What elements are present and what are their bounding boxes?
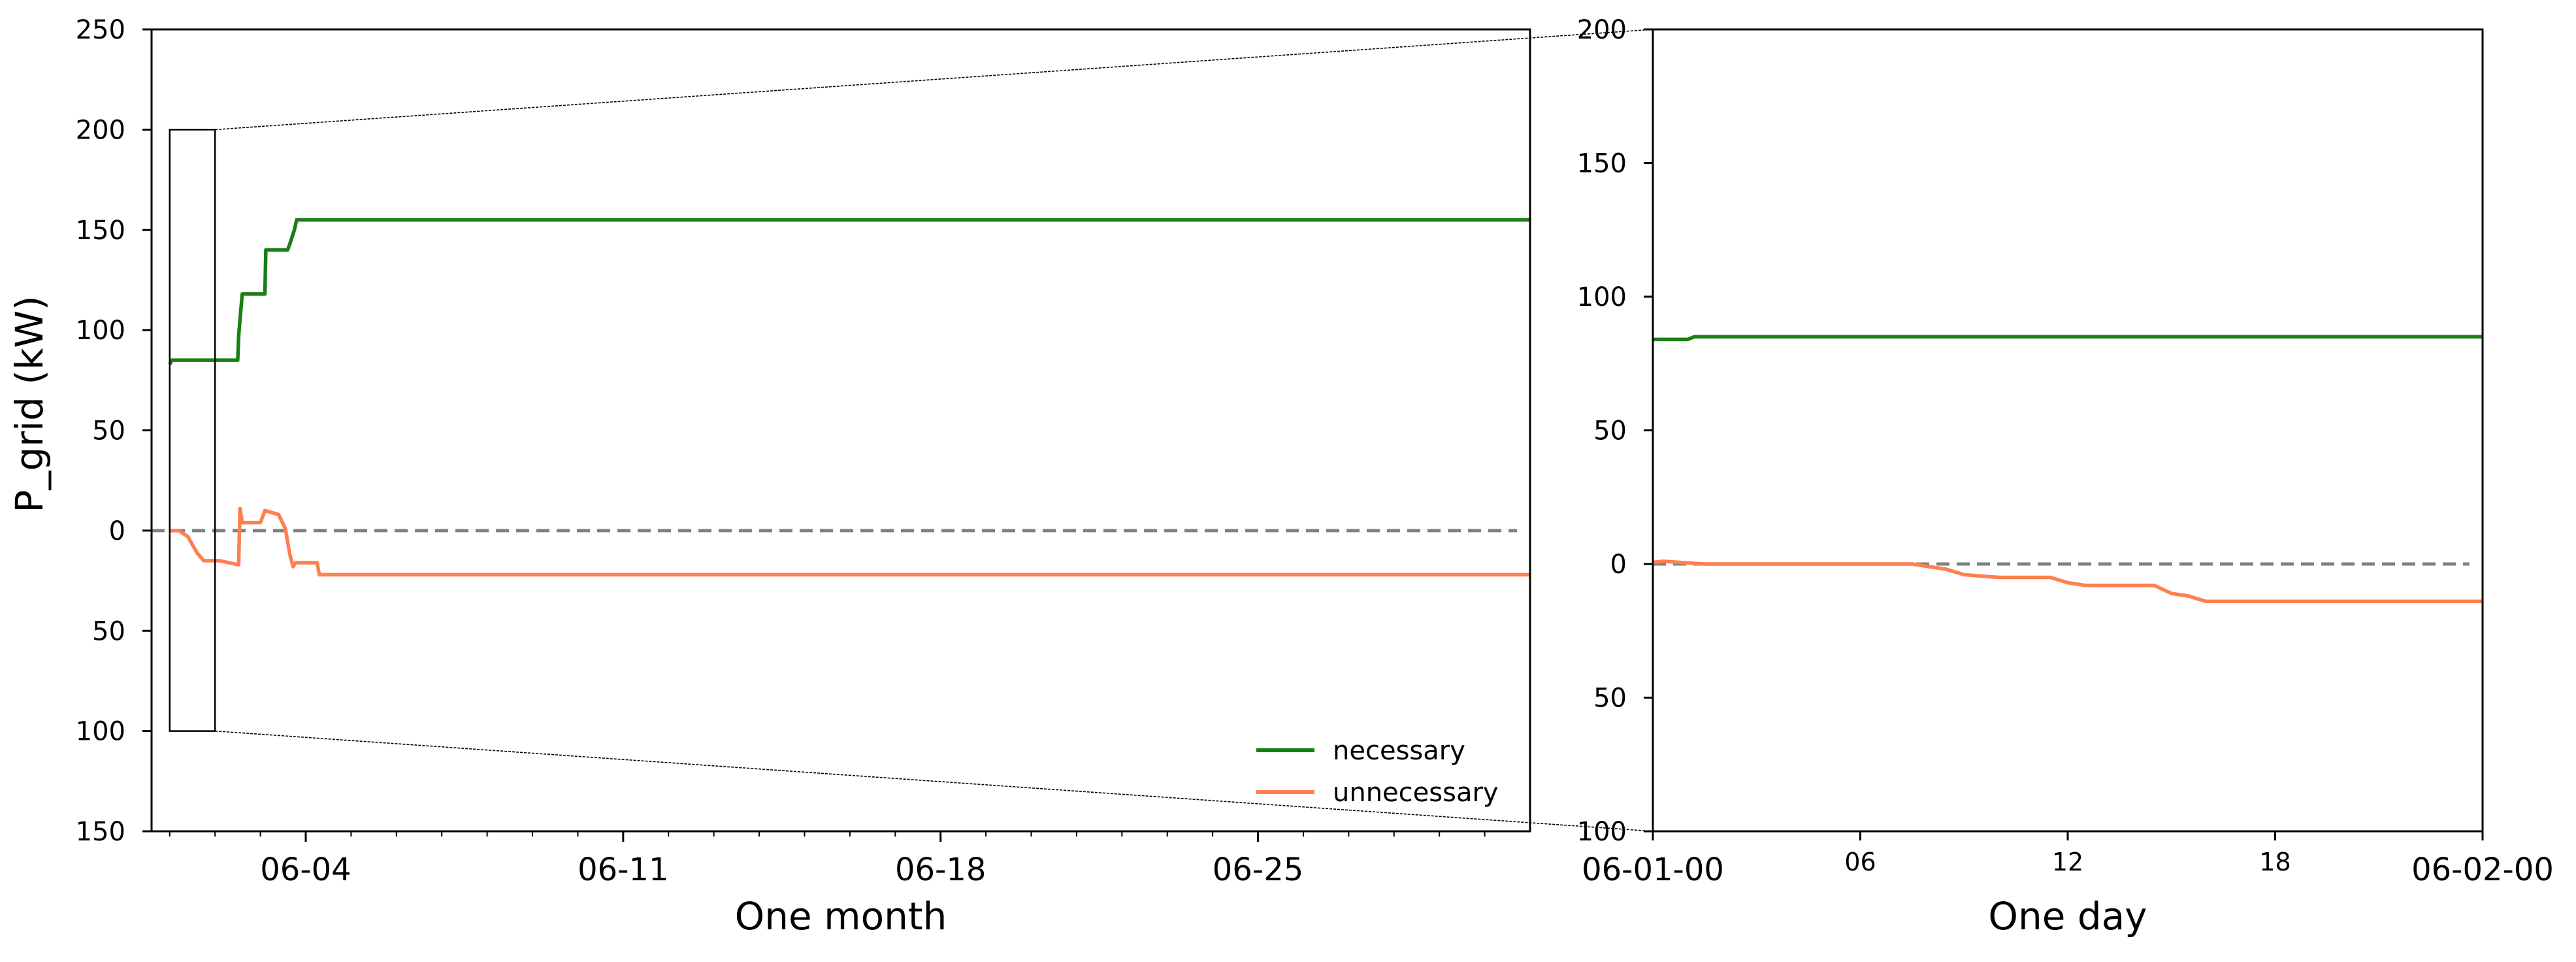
x-axis-title: One month: [735, 894, 947, 938]
y-axis-title: P_grid (kW): [7, 295, 52, 512]
series-group: [168, 218, 1530, 577]
y-tick-label: 0: [109, 516, 125, 546]
x-axis-title: One day: [1988, 894, 2147, 938]
y-tick-label: 50: [1593, 416, 1627, 446]
y-tick-label: 150: [1577, 149, 1627, 179]
y-tick-label: 100: [1577, 817, 1627, 847]
zoom-connector-top: [215, 29, 1654, 131]
x-tick-label: 06-02-00: [2411, 852, 2554, 888]
zoom-connectors: [215, 29, 1654, 832]
series-line-unnecessary: [169, 506, 1530, 577]
y-tick-label: 100: [76, 717, 125, 747]
month-panel: 250 200 150 100 50 0 50 100 150 06-04 06-11 06-18 06…: [7, 15, 1531, 938]
x-tick-label: 18: [2259, 848, 2291, 876]
series-line-necessary: [168, 218, 1530, 365]
y-tick-label: 100: [76, 316, 125, 346]
axes-frame: [1652, 28, 2484, 833]
series-line-necessary: [1653, 335, 2483, 342]
series-line-unnecessary: [1653, 559, 2483, 604]
y-tick-label: 0: [1610, 550, 1627, 580]
legend-label-unnecessary: unnecessary: [1333, 778, 1499, 808]
y-tick-label: 200: [76, 115, 125, 145]
x-tick-label: 06-25: [1213, 852, 1303, 888]
x-tick-label: 06-04: [260, 852, 351, 888]
x-tick-label: 06-01-00: [1582, 852, 1724, 888]
axes-frame: [150, 28, 1531, 833]
x-tick-label: 06-18: [895, 852, 986, 888]
x-tick-label: 06: [1844, 848, 1876, 876]
y-tick-label: 150: [76, 817, 125, 847]
y-tick-label: 50: [92, 616, 125, 646]
y-tick-label: 50: [92, 416, 125, 446]
zoom-region-box: [169, 129, 216, 732]
legend: necessary unnecessary: [1256, 736, 1499, 808]
y-tick-label: 50: [1593, 684, 1627, 714]
zoom-connector-bottom: [215, 730, 1654, 832]
legend-label-necessary: necessary: [1333, 736, 1465, 766]
y-tick-label: 150: [76, 216, 125, 246]
y-tick-label: 250: [76, 15, 125, 45]
x-tick-label: 12: [2052, 848, 2083, 876]
y-tick-label: 100: [1577, 282, 1627, 312]
x-tick-label: 06-11: [578, 852, 668, 888]
y-tick-label: 200: [1577, 15, 1627, 45]
day-panel: 200 150 100 50 0 50 100 06-01-00 06 12 18 06-02-00 O…: [1577, 15, 2554, 938]
series-group: [1653, 335, 2483, 604]
